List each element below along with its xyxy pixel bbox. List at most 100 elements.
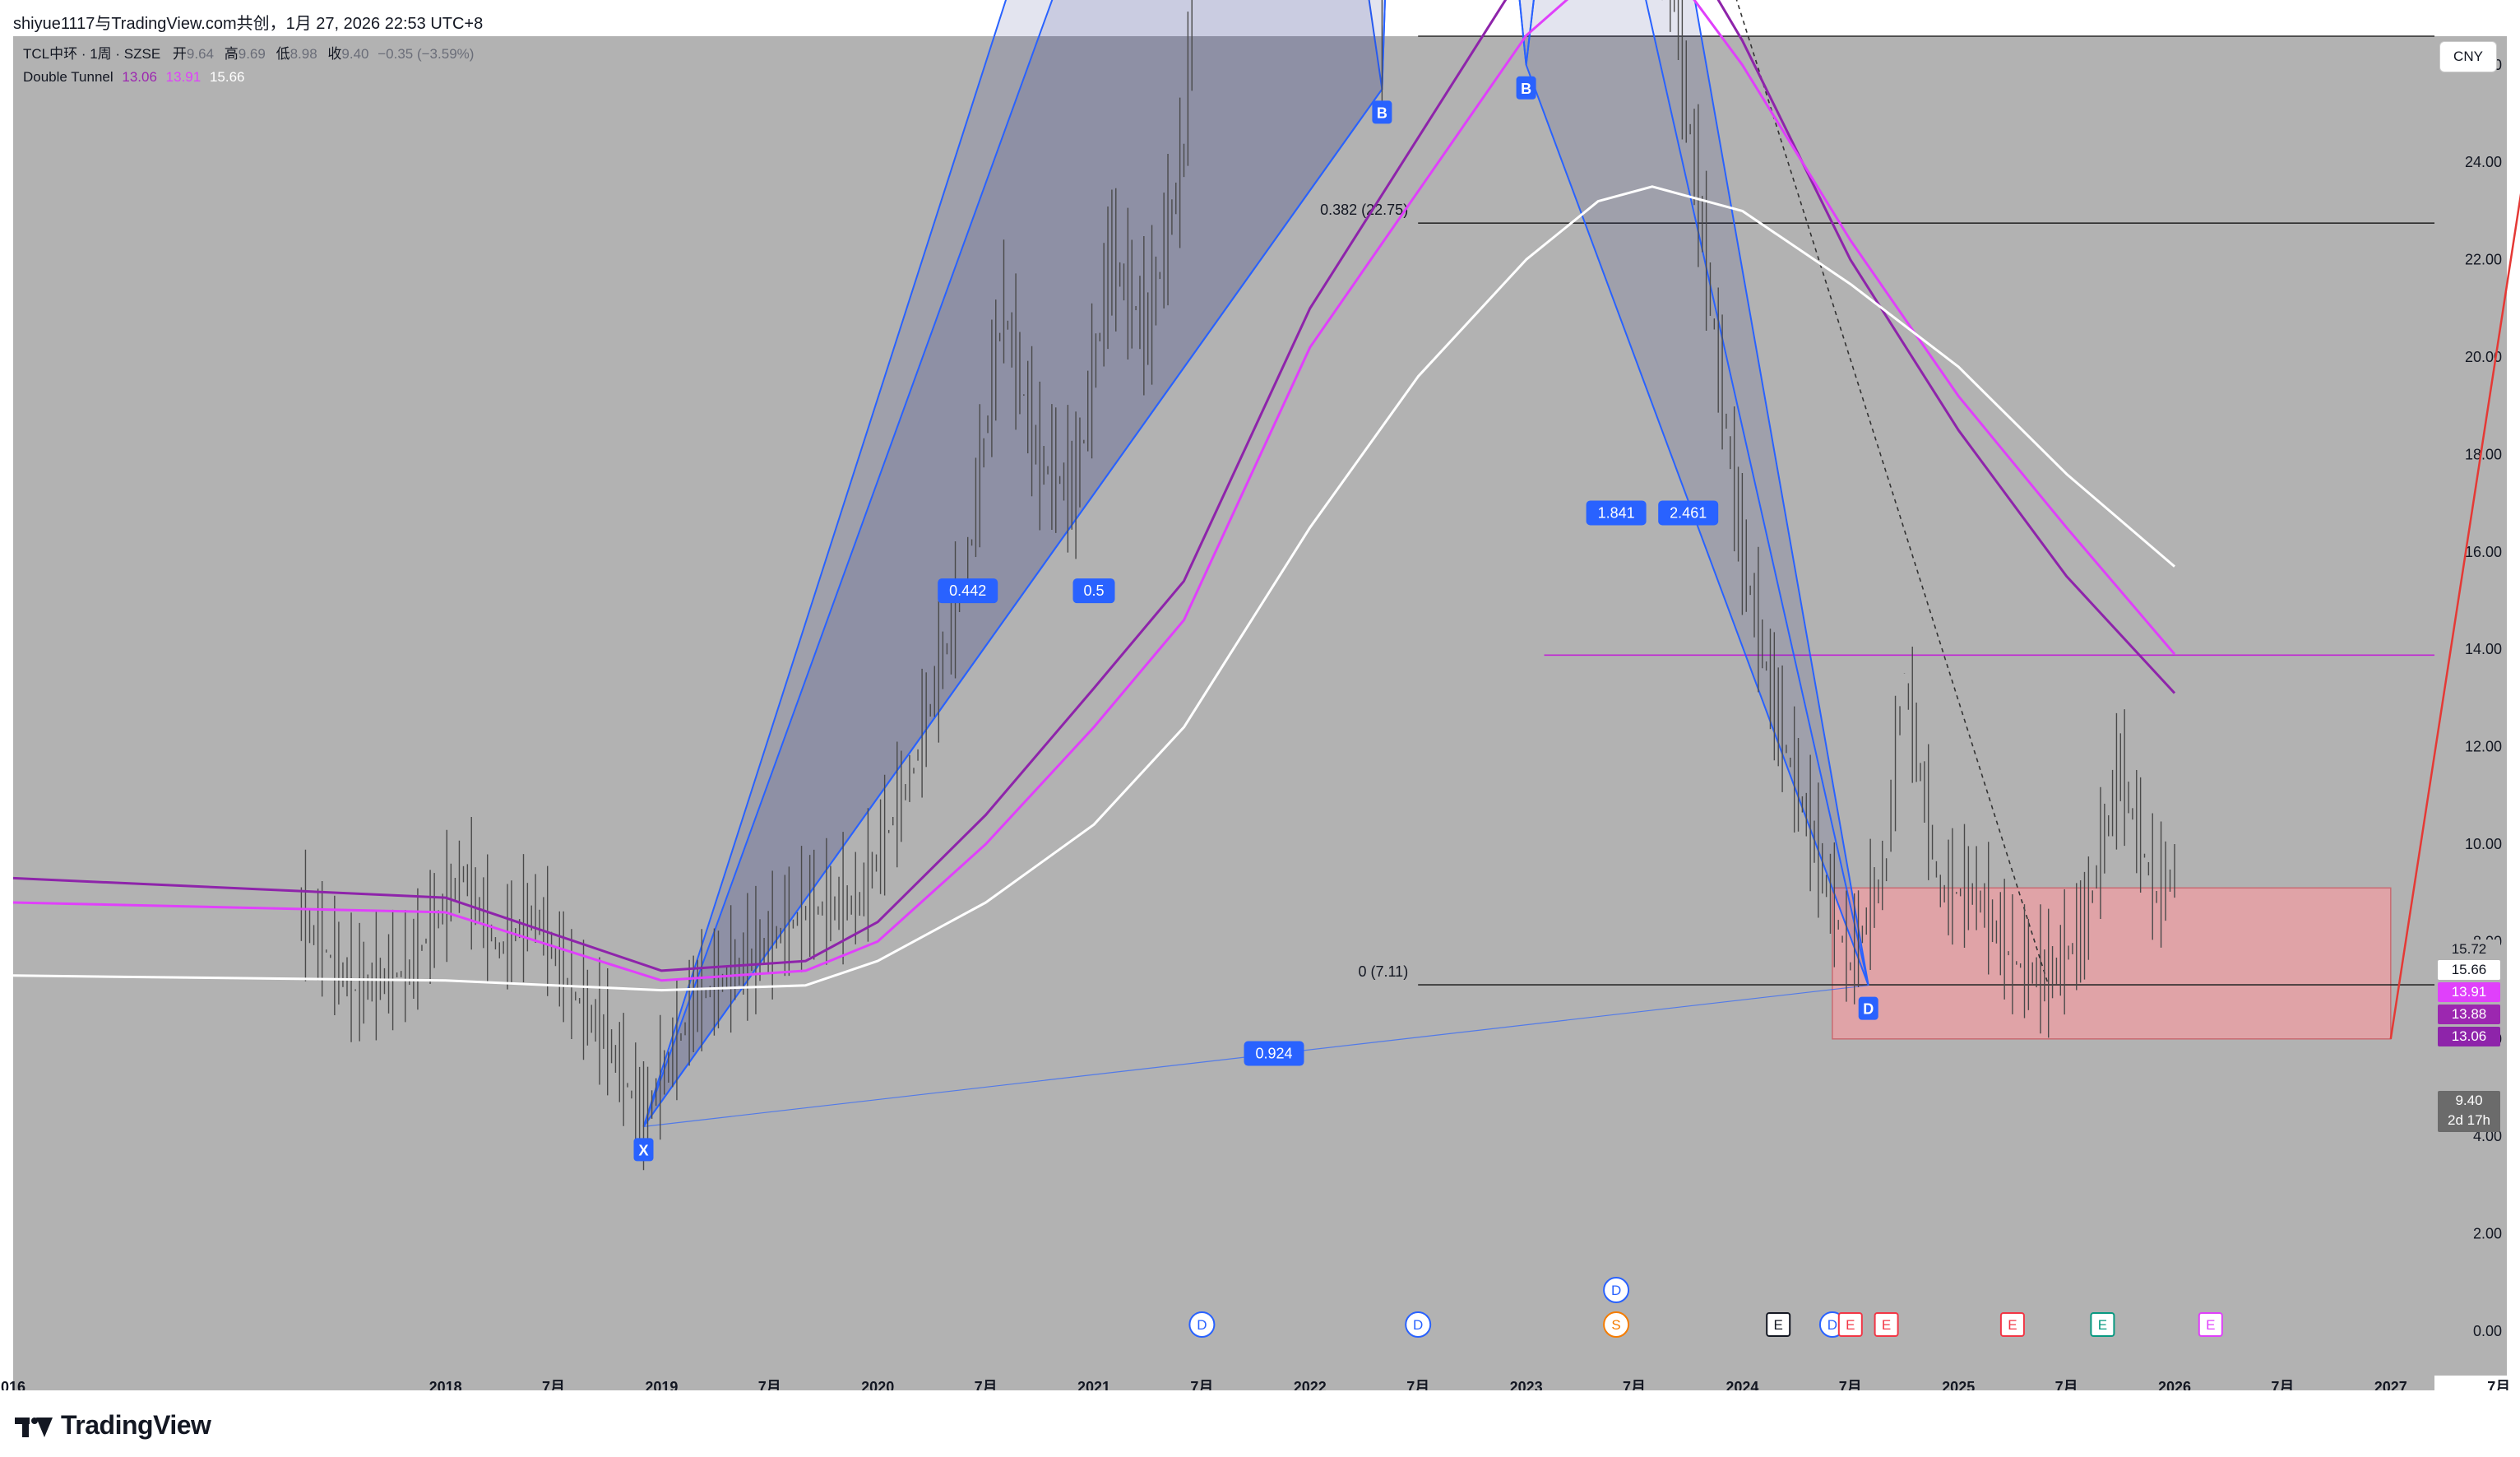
event-marker-label: D [1611,1283,1621,1298]
pattern-ratio-label: 0.924 [1255,1046,1292,1062]
y-tick-label: 12.00 [2465,739,2502,755]
target-zone-box[interactable] [1832,887,2392,1040]
earnings-marker[interactable] [1874,1312,1899,1337]
earnings-marker[interactable] [1837,1312,1863,1337]
top-bar: shiyue1117与TradingView.com共创，1月 27, 2026… [0,0,2520,36]
tradingview-logo-icon [15,1414,53,1437]
event-marker-label: E [1846,1317,1855,1333]
bottom-bar: TradingView [0,1390,2520,1457]
dividend-marker[interactable] [1603,1277,1630,1303]
earnings-marker[interactable] [1766,1312,1791,1337]
pattern-triangle-abc [1518,0,1535,65]
target-arrow-line[interactable] [2389,0,2520,1039]
legend-price-row: TCL中环 · 1周 · SZSE 开9.64 高9.69 低8.98 收9.4… [23,43,474,66]
pattern-ratio-badge[interactable] [938,578,998,604]
legend-indicator-value-3: 15.66 [209,69,245,85]
y-tick-label: 20.00 [2465,349,2502,365]
pattern-triangle-xab2 [642,0,1386,1127]
price-scale-tag: 13.88 [2438,1005,2500,1024]
pattern-ratio-label: 0.442 [949,582,986,599]
plot-area[interactable] [13,36,2434,1376]
event-markers: D DDS E D E E E E E [1188,1277,2223,1338]
tunnel-series-line[interactable] [12,0,2176,972]
pattern-point-label: D [1863,1001,1874,1018]
fib-level-label: 0 (7.11) [1358,963,1408,980]
pattern-point-badge[interactable] [1372,100,1392,124]
legend-high-label: 高 [224,46,239,62]
snapshot-title: shiyue1117与TradingView.com共创，1月 27, 2026… [13,15,484,33]
price-scale-tag: 13.91 [2438,982,2500,1002]
y-tick-label: 4.00 [2473,1128,2502,1144]
event-marker-label: E [2098,1317,2107,1333]
pattern-ratio-badge[interactable] [1658,500,1719,526]
earnings-marker[interactable] [2198,1312,2223,1337]
y-tick-label: 16.00 [2465,544,2502,560]
price-axis[interactable] [2434,36,2507,1376]
currency-button[interactable]: CNY [2439,41,2497,72]
last-price-tag: 9.40 2d 17h [2438,1091,2500,1132]
legend-change: −0.35 (−3.59%) [378,46,475,62]
split-marker[interactable] [1603,1311,1630,1338]
price-scale-tag: 15.72 [2438,940,2500,959]
pattern-point-labels: XABABCD [633,76,1878,1162]
tunnel-series-line[interactable] [12,0,2176,982]
pattern-ratio-label: 0.5 [1083,582,1104,599]
legend-low-label: 低 [276,46,290,62]
fib-level-label: 0.382 (22.75) [1320,202,1408,218]
legend-indicator-name[interactable]: Double Tunnel [23,69,113,85]
y-tick-label: 18.00 [2465,446,2502,462]
legend-high: 9.69 [238,46,266,62]
bar-countdown: 2d 17h [2448,1112,2490,1128]
legend-indicator-value-1: 13.06 [122,69,157,85]
event-marker-label: E [1774,1317,1783,1333]
dividend-marker[interactable] [1405,1311,1432,1338]
brand-name: TradingView [61,1410,211,1440]
pattern-point-badge[interactable] [1858,996,1878,1020]
pattern-ratio-label: 2.461 [1670,504,1707,521]
pattern-point-badge[interactable] [633,1138,654,1162]
legend-close-label: 收 [327,46,342,62]
fib-retracement[interactable]: 1 (48.05)0.886 (43.38)0.786 (39.29)0.618… [1320,0,2434,986]
pattern-point-label: X [638,1142,648,1158]
dividend-marker[interactable] [1188,1311,1216,1338]
price-scale-tag: 15.66 [2438,960,2500,980]
event-marker-label: E [2008,1317,2017,1333]
tradingview-brand[interactable]: TradingView [15,1410,211,1441]
pattern-point-badge[interactable] [1516,76,1536,100]
y-tick-label: 2.00 [2473,1226,2502,1242]
price-series [300,0,2175,1171]
legend-open: 9.64 [186,46,215,62]
y-tick-label: 24.00 [2465,154,2502,170]
pattern-ratio-badge[interactable] [1244,1041,1304,1066]
pattern-ratio-badge[interactable] [1586,500,1647,526]
legend-close: 9.40 [341,46,369,62]
tunnel-series-line[interactable] [12,185,2175,992]
legend-indicator-row: Double Tunnel 13.06 13.91 15.66 [23,66,474,89]
chart-legend: TCL中环 · 1周 · SZSE 开9.64 高9.69 低8.98 收9.4… [23,43,474,89]
pattern-point-label: B [1377,104,1387,121]
legend-symbol[interactable]: TCL中环 · 1周 · SZSE [23,46,161,62]
y-tick-label: 10.00 [2465,836,2502,852]
pattern-leg-ad [1645,0,1869,986]
price-scale-tag: 13.06 [2438,1027,2500,1046]
earnings-marker[interactable] [1999,1312,2025,1337]
event-marker-label: S [1611,1317,1620,1333]
earnings-marker[interactable] [2090,1312,2115,1337]
event-marker-label: D [1413,1317,1423,1333]
y-tick-label: 14.00 [2465,641,2502,657]
pattern-point-label: B [1521,81,1531,97]
legend-open-label: 开 [172,46,187,62]
pattern-ratio-badge[interactable] [1072,578,1115,604]
legend-low: 8.98 [290,46,317,62]
last-price-value: 9.40 [2455,1093,2483,1108]
y-tick-label: 0.00 [2473,1323,2502,1339]
event-marker-label: E [2206,1317,2215,1333]
y-tick-label: 22.00 [2465,252,2502,268]
pattern-ratio-label: 1.841 [1598,504,1635,521]
legend-indicator-value-2: 13.91 [165,69,202,85]
event-marker-label: D [1827,1317,1837,1333]
event-marker-label: D [1197,1317,1207,1333]
event-marker-label: E [1882,1317,1891,1333]
